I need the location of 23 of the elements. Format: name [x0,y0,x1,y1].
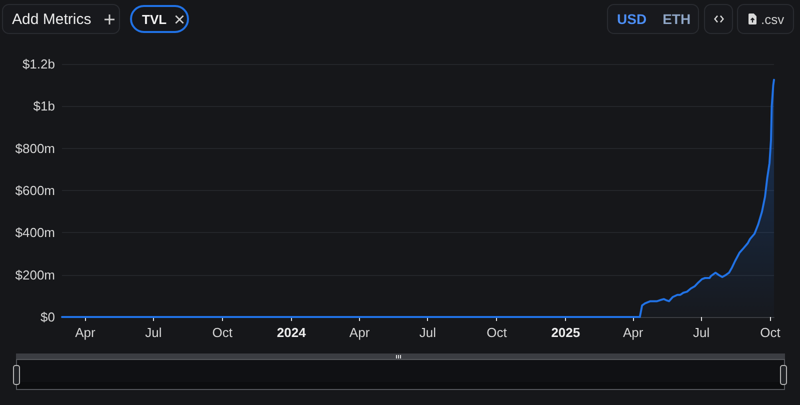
y-tick-label: $1.2b [22,56,55,72]
y-tick-label: $600m [15,183,55,198]
text: Add Metrics [12,10,92,28]
y-tick-label: $800m [15,140,55,156]
x-tick-label: Oct [212,325,233,340]
x-tick-label: Apr [75,325,96,340]
y-tick-label: $0 [40,310,55,324]
x-tick-label: Apr [349,325,370,340]
text: TVL [142,12,167,26]
x-tick-label: Jul [692,325,710,340]
y-tick-label: $400m [15,225,55,240]
x-tick-label: Jul [419,325,436,340]
y-tick-label: $1b [33,98,55,114]
x-tick-label: Jul [145,325,162,340]
x-tick-label: Apr [622,325,644,340]
x-tick-label: 2024 [276,325,307,340]
text: .csv [761,12,784,26]
text: ETH [662,11,691,27]
y-tick-label: $200m [15,267,55,282]
x-tick-label: Oct [760,325,781,340]
x-tick-label: Oct [486,325,508,340]
text: USD [617,11,647,27]
x-tick-label: 2025 [551,325,580,340]
